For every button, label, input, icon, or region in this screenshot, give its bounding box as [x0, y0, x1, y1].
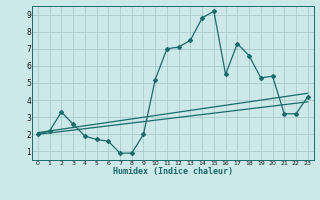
X-axis label: Humidex (Indice chaleur): Humidex (Indice chaleur)	[113, 167, 233, 176]
